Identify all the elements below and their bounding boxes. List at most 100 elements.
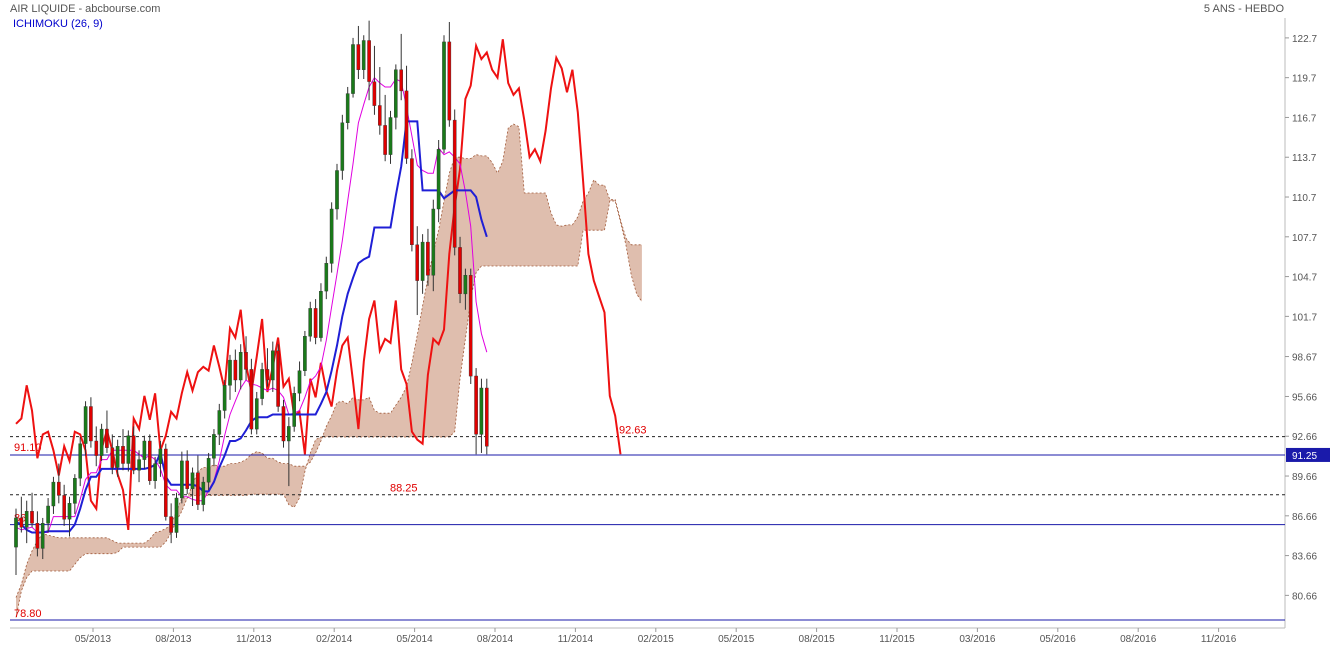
candle-body (479, 387, 484, 435)
candle-body (458, 247, 462, 294)
candle-body (51, 481, 56, 507)
y-tick-label: 89.66 (1292, 472, 1317, 483)
candle-body (426, 241, 430, 276)
candle-body (431, 208, 436, 276)
candle-body (361, 40, 366, 70)
candle-body (99, 428, 104, 456)
candle-body (180, 460, 184, 499)
x-tick-label: 11/2013 (236, 634, 272, 645)
candle-body (485, 387, 489, 447)
x-tick-label: 11/2016 (1201, 634, 1237, 645)
candle-body (271, 350, 275, 381)
y-tick-label: 110.7 (1292, 193, 1317, 204)
x-tick-label: 05/2013 (75, 634, 112, 645)
candle-body (383, 125, 387, 155)
candle-body (474, 375, 478, 435)
candle-body (94, 440, 99, 456)
candle-body (308, 308, 313, 337)
candlesticks (14, 20, 489, 575)
candle-body (126, 435, 131, 464)
candle-body (201, 481, 206, 505)
candle-body (185, 460, 190, 489)
candle-body (110, 447, 115, 468)
candle-body (169, 516, 173, 533)
candle-body (35, 523, 40, 549)
chart-title: AIR LIQUIDE - abcbourse.com (10, 3, 161, 15)
candle-body (105, 428, 109, 448)
hline-label-92.63: 92.63 (619, 425, 647, 437)
candle-body (228, 359, 232, 386)
y-tick-label: 119.7 (1292, 74, 1317, 85)
senkou-span-a-line (15, 123, 642, 598)
candle-body (73, 478, 77, 504)
y-tick-label: 101.7 (1292, 312, 1317, 323)
y-tick-label: 122.7 (1292, 34, 1317, 45)
y-tick-label: 92.66 (1292, 432, 1317, 443)
x-tick-label: 03/2016 (959, 634, 996, 645)
y-tick-label: 95.66 (1292, 392, 1317, 403)
candle-body (410, 158, 414, 246)
candle-body (67, 503, 72, 520)
candle-body (233, 359, 238, 381)
candle-body (222, 385, 227, 411)
x-tick-label: 02/2014 (316, 634, 353, 645)
candle-body (19, 517, 24, 528)
candle-body (121, 446, 125, 464)
chikou-span-line (15, 39, 622, 531)
x-tick-label: 05/2014 (397, 634, 434, 645)
candle-body (83, 406, 88, 444)
candle-body (335, 170, 339, 210)
candle-body (254, 398, 259, 430)
candle-body (131, 435, 136, 471)
candle-body (367, 40, 371, 82)
x-tick-label: 02/2015 (638, 634, 675, 645)
candle-body (415, 244, 420, 281)
candle-body (89, 406, 93, 442)
last-price-label: 91.25 (1292, 451, 1317, 462)
y-tick-label: 83.66 (1292, 552, 1317, 563)
candle-body (436, 149, 441, 210)
candle-body (378, 105, 382, 126)
candle-body (212, 434, 216, 459)
candle-body (30, 511, 34, 524)
candle-body (442, 41, 446, 150)
candle-body (46, 505, 50, 524)
candle-body (260, 369, 264, 399)
candle-body (62, 495, 66, 520)
candle-body (276, 350, 280, 407)
candle-body (394, 69, 398, 118)
candle-body (447, 41, 452, 121)
x-tick-label: 05/2016 (1040, 634, 1077, 645)
candle-body (297, 370, 302, 394)
cloud-area (16, 124, 642, 618)
candle-body (78, 443, 82, 479)
ichimoku-lines (15, 39, 622, 534)
y-tick-label: 107.7 (1292, 233, 1317, 244)
x-tick-label: 08/2014 (477, 634, 514, 645)
candle-body (24, 511, 29, 528)
candle-body (14, 517, 18, 548)
candle-body (190, 472, 195, 489)
candle-body (468, 275, 473, 377)
candle-body (57, 481, 61, 496)
y-tick-label: 116.7 (1292, 113, 1317, 124)
candle-body (153, 463, 157, 482)
candle-body (340, 122, 345, 171)
hline-label-91.10: 91.10 (14, 442, 42, 454)
candle-body (142, 440, 147, 460)
y-tick-label: 104.7 (1292, 273, 1317, 284)
candle-body (238, 352, 243, 381)
candle-body (206, 458, 211, 483)
candle-body (356, 44, 361, 70)
candle-body (265, 369, 270, 381)
candle-body (163, 448, 168, 517)
candle-body (324, 263, 329, 292)
candle-body (372, 81, 377, 106)
candle-body (287, 426, 291, 442)
candle-body (147, 440, 152, 481)
hline-label-78.80: 78.80 (14, 608, 42, 620)
candle-body (249, 369, 254, 430)
candle-body (399, 69, 404, 92)
hline-label-88.25: 88.25 (390, 483, 418, 495)
